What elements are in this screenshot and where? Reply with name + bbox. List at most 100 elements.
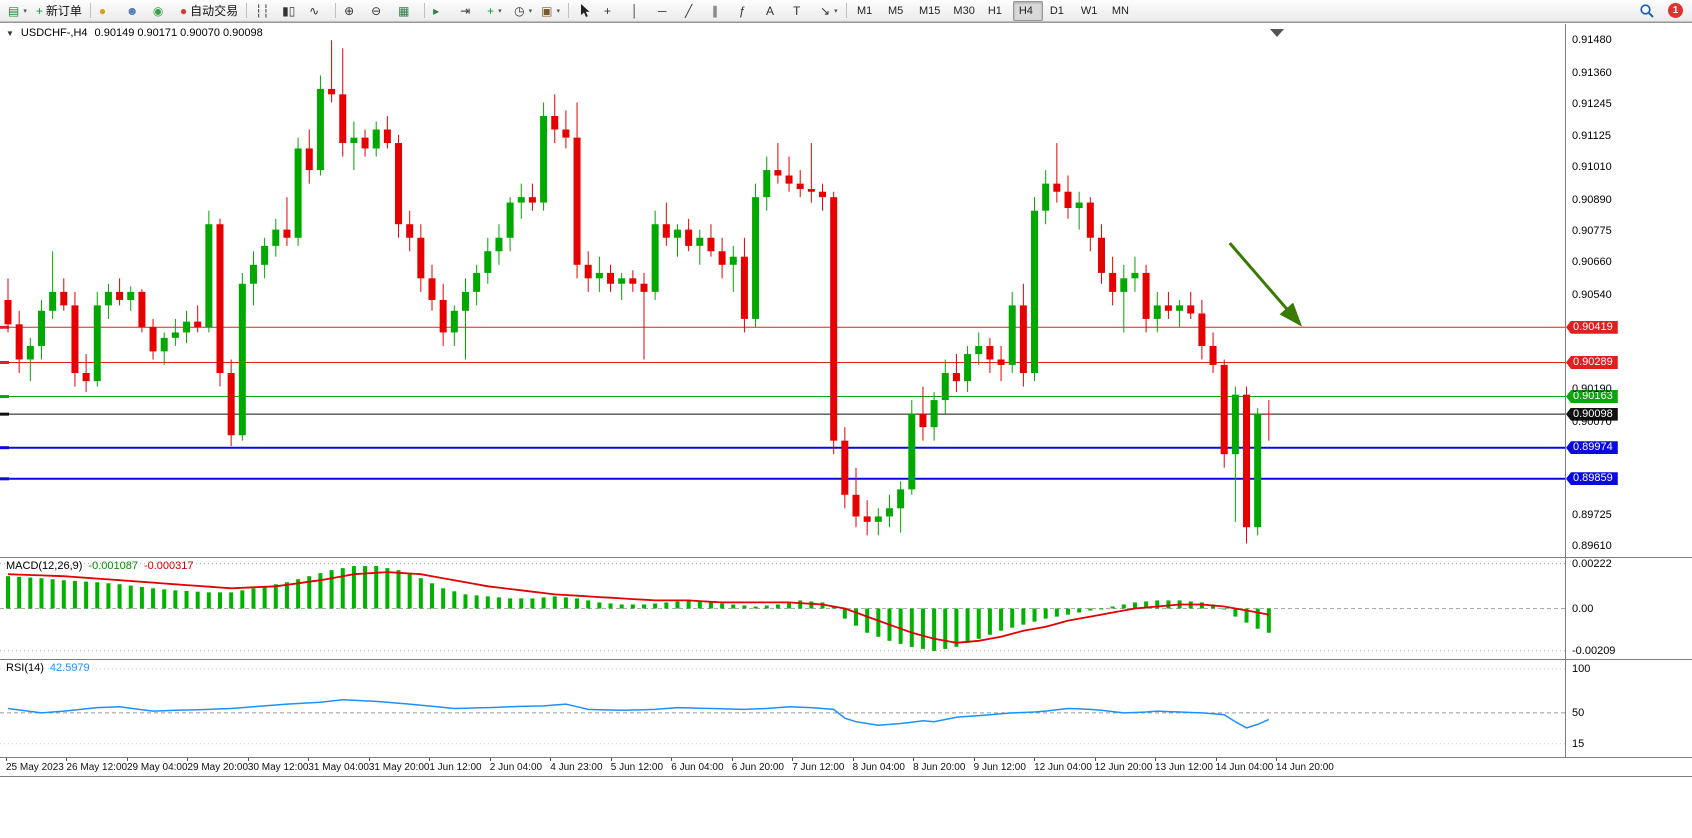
timeframe-m1-button[interactable]: M1 bbox=[857, 4, 873, 17]
candle-body bbox=[540, 115, 548, 203]
macd-histogram-bar bbox=[876, 608, 881, 637]
macd-histogram-bar bbox=[385, 568, 390, 609]
indicators-button[interactable]: + ▾ bbox=[483, 1, 509, 21]
macd-histogram-bar bbox=[162, 589, 167, 609]
macd-panel[interactable] bbox=[0, 558, 1565, 659]
horizontal-line-button[interactable]: ─ bbox=[654, 1, 680, 21]
templates-button[interactable]: ▣ ▾ bbox=[537, 1, 564, 21]
chart-shift-icon: ⇥ bbox=[460, 3, 471, 18]
candle-body bbox=[272, 229, 280, 246]
trendline-button[interactable]: ╱ bbox=[681, 1, 707, 21]
price-axis-label: 0.90540 bbox=[1572, 288, 1612, 301]
panel-separator-macd[interactable] bbox=[0, 557, 1692, 558]
timeframe-m5-button[interactable]: M5 bbox=[888, 4, 904, 17]
price-axis-label: 0.91245 bbox=[1572, 97, 1612, 110]
candle-body bbox=[484, 251, 492, 273]
chart-symbol-label: USDCHF-,H4 bbox=[20, 27, 88, 39]
candle-body bbox=[1187, 305, 1195, 314]
time-tick bbox=[852, 758, 854, 761]
bar-chart-icon: ┆┆ bbox=[255, 3, 270, 18]
price-chart[interactable] bbox=[0, 24, 1565, 558]
macd-histogram-bar bbox=[1021, 608, 1026, 625]
macd-histogram-bar bbox=[1077, 608, 1082, 613]
zoom-out-button[interactable]: ⊖ bbox=[367, 1, 393, 21]
rsi-panel[interactable] bbox=[0, 660, 1565, 757]
toolbar-separator bbox=[568, 3, 570, 18]
tile-windows-button[interactable]: ▦ bbox=[394, 1, 420, 21]
macd-histogram-bar bbox=[987, 608, 992, 635]
candle-body bbox=[1109, 272, 1117, 292]
profile-icon-icon: ☻ bbox=[125, 3, 139, 18]
time-tick bbox=[550, 758, 552, 761]
macd-signal-line bbox=[7, 571, 1270, 644]
auto-scroll-button[interactable]: ▸ bbox=[429, 1, 455, 21]
timeframe-h4-button[interactable]: H4 bbox=[1012, 0, 1043, 21]
notification-badge[interactable]: 1 bbox=[1668, 3, 1683, 18]
crosshair-button[interactable]: + bbox=[600, 1, 626, 21]
chart-window[interactable]: ▼ USDCHF-,H4 0.90149 0.90171 0.90070 0.9… bbox=[0, 22, 1692, 777]
macd-histogram-bar bbox=[642, 604, 646, 609]
time-tick bbox=[187, 758, 189, 761]
search-button[interactable] bbox=[1635, 1, 1661, 21]
timeframe-h1-button[interactable]: H1 bbox=[987, 4, 1002, 17]
candle-body bbox=[93, 305, 101, 382]
autotrading-button[interactable]: ● 自动交易 bbox=[176, 1, 242, 21]
cursor-button[interactable] bbox=[573, 1, 599, 21]
candle-body bbox=[551, 115, 559, 130]
candle-body bbox=[160, 337, 168, 352]
panel-separator-rsi[interactable] bbox=[0, 659, 1692, 660]
toolbar-separator bbox=[89, 3, 91, 18]
trendline-icon: ╱ bbox=[685, 3, 693, 18]
price-tag: 0.90098 bbox=[1566, 407, 1618, 421]
arrows-button[interactable]: ↘ ▾ bbox=[816, 1, 842, 21]
timeframe-w1-button[interactable]: W1 bbox=[1080, 4, 1098, 17]
time-tick bbox=[6, 758, 7, 761]
coins-icon-icon: ● bbox=[98, 3, 107, 18]
text-label-button[interactable]: T bbox=[789, 1, 815, 21]
macd-histogram-bar bbox=[95, 582, 100, 609]
chevron-down-icon: ▾ bbox=[498, 7, 502, 15]
profile-icon[interactable]: ☻ bbox=[122, 1, 148, 21]
candle-body bbox=[774, 170, 782, 176]
text-button[interactable]: A bbox=[762, 1, 788, 21]
coins-icon[interactable]: ● bbox=[95, 1, 121, 21]
candle-body bbox=[1164, 305, 1172, 311]
zoom-in-button[interactable]: ⊕ bbox=[340, 1, 366, 21]
macd-histogram-bar bbox=[731, 604, 736, 609]
new-chart-button[interactable]: ▤ ▾ bbox=[4, 1, 31, 21]
time-axis-label: 29 May 04:00 bbox=[126, 762, 188, 773]
time-axis[interactable] bbox=[0, 758, 1692, 776]
chart-shift-button[interactable]: ⇥ bbox=[456, 1, 482, 21]
candle-body bbox=[1231, 394, 1239, 455]
community-icon[interactable]: ◉ bbox=[149, 1, 175, 21]
candle-body bbox=[685, 229, 693, 246]
zoom-out-icon: ⊖ bbox=[371, 3, 382, 18]
line-chart-button[interactable]: ∿ bbox=[305, 1, 331, 21]
bar-chart-button[interactable]: ┆┆ bbox=[251, 1, 277, 21]
candle-body bbox=[49, 291, 57, 311]
timeframe-m30-button[interactable]: M30 bbox=[953, 4, 975, 17]
macd-histogram-bar bbox=[552, 596, 557, 609]
periods-button[interactable]: ◷ ▾ bbox=[510, 1, 536, 21]
channel-button[interactable]: ∥ bbox=[708, 1, 734, 21]
collapse-ohlc-icon[interactable]: ▼ bbox=[6, 28, 14, 38]
candle-body bbox=[874, 516, 882, 522]
new-order-button[interactable]: + 新订单 bbox=[32, 1, 86, 21]
macd-histogram-bar bbox=[1110, 606, 1115, 609]
candle-body bbox=[986, 345, 994, 360]
candlestick-chart-button[interactable]: ▮▯ bbox=[278, 1, 304, 21]
candle-body bbox=[964, 354, 972, 382]
time-axis-label: 25 May 2023 bbox=[6, 762, 64, 773]
candle-body bbox=[752, 197, 760, 319]
timeframe-m15-button[interactable]: M15 bbox=[919, 4, 941, 17]
time-tick bbox=[66, 758, 68, 761]
timeframe-mn-button[interactable]: MN bbox=[1111, 4, 1129, 17]
trend-arrow-annotation[interactable] bbox=[1228, 242, 1303, 327]
chart-shift-marker[interactable] bbox=[1270, 29, 1284, 37]
vertical-line-button[interactable]: │ bbox=[627, 1, 653, 21]
timeframe-d1-button[interactable]: D1 bbox=[1049, 4, 1064, 17]
fibonacci-button[interactable]: ƒ bbox=[735, 1, 761, 21]
community-icon-icon: ◉ bbox=[152, 3, 164, 18]
rsi-name: RSI(14) bbox=[6, 662, 44, 674]
window-bottom-border bbox=[0, 776, 1692, 777]
